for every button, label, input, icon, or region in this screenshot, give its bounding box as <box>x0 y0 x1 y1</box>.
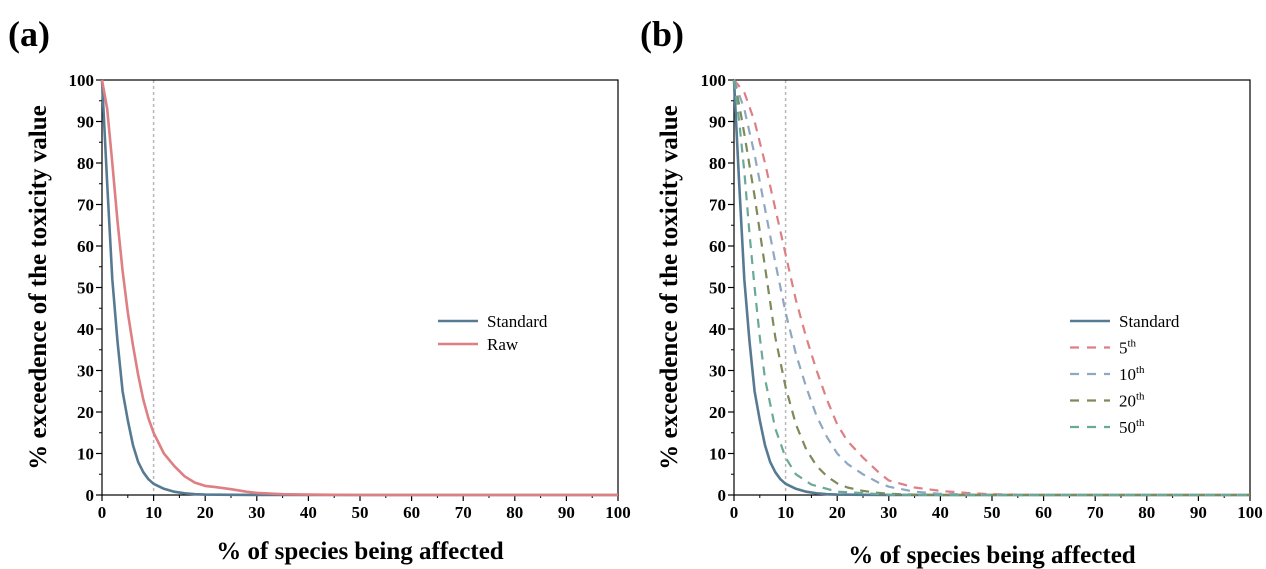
x-tick-label: 30 <box>880 503 897 522</box>
x-tick-label: 60 <box>403 503 420 522</box>
y-tick-label: 10 <box>77 445 94 464</box>
y-tick-label: 30 <box>77 362 94 381</box>
x-tick-label: 0 <box>730 503 739 522</box>
x-tick-label: 80 <box>506 503 523 522</box>
x-tick-label: 0 <box>98 503 107 522</box>
y-axis-title: % exceedence of the toxicity value <box>25 105 52 469</box>
legend-label-superscript: th <box>1136 417 1145 429</box>
legend-label: Raw <box>487 335 519 354</box>
y-tick-label: 10 <box>709 445 726 464</box>
series-line-2 <box>100 79 618 497</box>
legend-label: 50th <box>1119 417 1145 437</box>
legend-label: 5th <box>1119 338 1137 358</box>
y-tick-label: 50 <box>77 279 94 298</box>
legend-label: Standard <box>487 312 548 331</box>
legend-label: Standard <box>1119 312 1180 331</box>
y-tick-label: 60 <box>77 237 94 256</box>
legend-label-superscript: th <box>1128 338 1137 350</box>
series-line-1 <box>100 79 618 497</box>
y-tick-label: 70 <box>709 196 726 215</box>
y-tick-label: 40 <box>709 320 726 339</box>
x-tick-label: 90 <box>558 503 575 522</box>
x-tick-label: 30 <box>248 503 265 522</box>
x-tick-label: 20 <box>829 503 846 522</box>
x-tick-label: 60 <box>1035 503 1052 522</box>
x-tick-label: 90 <box>1190 503 1207 522</box>
series-line-3 <box>732 79 1250 497</box>
legend-label: 10th <box>1119 364 1145 384</box>
x-tick-label: 100 <box>1237 503 1263 522</box>
x-axis-title: % of species being affected <box>848 542 1136 569</box>
panel-label: (a) <box>8 14 50 54</box>
y-tick-label: 60 <box>709 237 726 256</box>
y-tick-label: 50 <box>709 279 726 298</box>
x-axis-title: % of species being affected <box>216 538 504 565</box>
legend-label-superscript: th <box>1136 391 1145 403</box>
y-tick-label: 30 <box>709 362 726 381</box>
x-tick-label: 40 <box>932 503 949 522</box>
x-tick-label: 20 <box>197 503 214 522</box>
y-tick-label: 80 <box>77 154 94 173</box>
y-tick-label: 90 <box>77 113 94 132</box>
y-tick-label: 20 <box>77 403 94 422</box>
chart-panel-1: (a) 0 10 20 30 40 50 60 70 80 90 100 0 10 20 30 40 50 60 70… <box>8 14 631 565</box>
panel-label: (b) <box>640 14 684 54</box>
y-tick-label: 80 <box>709 154 726 173</box>
x-tick-label: 100 <box>605 503 631 522</box>
x-tick-label: 50 <box>984 503 1001 522</box>
plot-frame <box>733 79 1251 496</box>
y-tick-label: 20 <box>709 403 726 422</box>
x-tick-label: 80 <box>1138 503 1155 522</box>
plot-frame <box>101 79 619 496</box>
legend: Standard Raw <box>438 312 548 354</box>
x-tick-label: 50 <box>352 503 369 522</box>
series-line-2 <box>733 79 1250 497</box>
y-tick-label: 70 <box>77 196 94 215</box>
y-tick-label: 100 <box>701 71 727 90</box>
x-tick-label: 70 <box>1087 503 1104 522</box>
series-line-5 <box>732 79 1250 497</box>
legend-label-superscript: th <box>1136 364 1145 376</box>
legend: Standard 5th 10th 20th 50th <box>1070 312 1180 437</box>
chart-panel-2: (b) 0 10 20 30 40 50 60 70 80 90 100 0 10 20 30 40 50 60 70… <box>640 14 1263 569</box>
y-axis-title: % exceedence of the toxicity value <box>656 105 683 469</box>
series-line-1 <box>732 79 1250 497</box>
y-tick-label: 0 <box>718 486 727 505</box>
x-tick-label: 10 <box>777 503 794 522</box>
legend-label: 20th <box>1119 391 1145 411</box>
x-tick-label: 70 <box>455 503 472 522</box>
y-tick-label: 90 <box>709 113 726 132</box>
y-tick-label: 40 <box>77 320 94 339</box>
y-tick-label: 0 <box>86 486 95 505</box>
y-tick-label: 100 <box>69 71 95 90</box>
x-tick-label: 10 <box>145 503 162 522</box>
x-tick-label: 40 <box>300 503 317 522</box>
series-line-4 <box>732 79 1250 497</box>
